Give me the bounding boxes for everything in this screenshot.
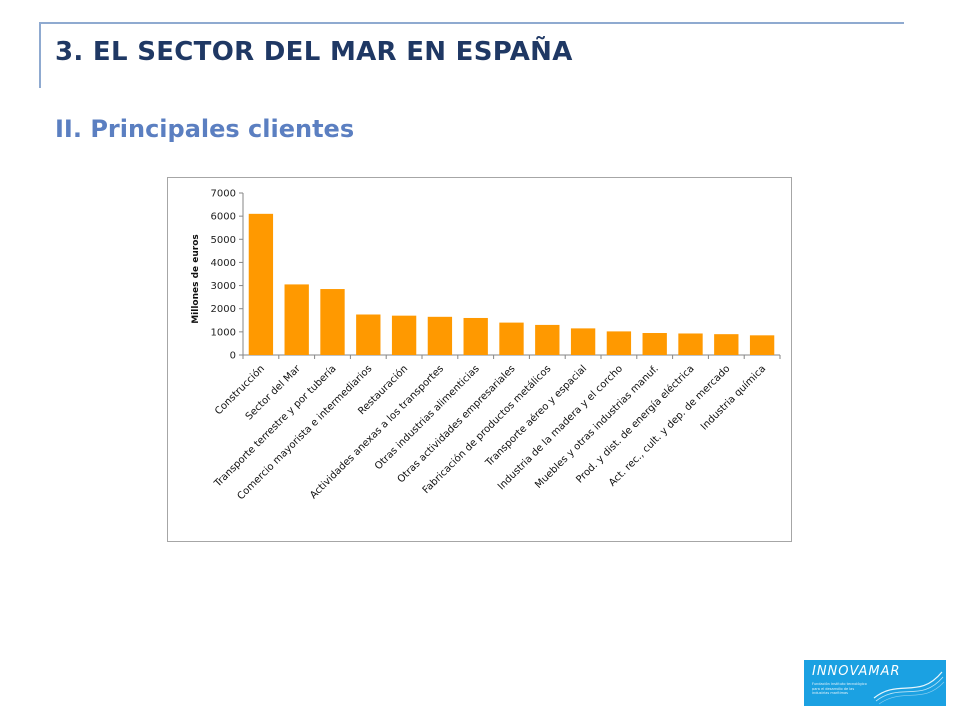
bar (284, 284, 309, 355)
bar (320, 289, 345, 355)
y-tick-label: 6000 (211, 212, 236, 223)
y-tick-label: 4000 (211, 258, 236, 269)
x-category-label: Industria química (698, 363, 768, 433)
bar (463, 317, 488, 355)
bar (606, 331, 632, 355)
bar (535, 324, 560, 355)
y-tick-label: 7000 (211, 189, 236, 200)
x-category-label: Actividades anexas a los transportes (308, 363, 446, 501)
y-axis-title: Millones de euros (191, 234, 201, 324)
y-tick-label: 1000 (211, 327, 236, 338)
title-rule (39, 22, 904, 24)
y-tick-label: 5000 (211, 235, 236, 246)
wave-icon (873, 671, 945, 705)
bar (356, 314, 381, 355)
logo-tagline: Fundación instituto tecnológico para el … (812, 682, 867, 695)
chart-frame: 0 1000 2000 3000 4000 5000 6000 7000 Millones de… (167, 177, 792, 542)
x-category-label: Industria de la madera y el corcho (496, 363, 625, 492)
bar (714, 334, 739, 355)
bar-chart: 0 1000 2000 3000 4000 5000 6000 7000 Millones de… (191, 189, 781, 502)
y-tick-label: 3000 (211, 281, 236, 292)
x-category-label: Transporte terrestre y por tubería (211, 363, 338, 490)
slide-title: 3. EL SECTOR DEL MAR EN ESPAÑA (55, 37, 573, 67)
bar (678, 333, 703, 355)
x-category-label: Fabricación de productos metálicos (420, 363, 553, 496)
slide-subtitle: II. Principales clientes (55, 115, 355, 143)
bar (391, 315, 417, 355)
logo-wordmark: INNOVAMAR (812, 664, 901, 679)
innovamar-logo: INNOVAMAR Fundación instituto tecnológic… (804, 660, 946, 706)
bar (499, 322, 524, 355)
bar (642, 333, 667, 355)
bar (749, 335, 775, 355)
bar (248, 213, 274, 355)
x-category-label: Comercio mayorista e intermediarios (235, 363, 374, 502)
y-tick-label: 2000 (211, 304, 236, 315)
y-tick-label: 0 (230, 351, 236, 362)
bar (570, 328, 596, 355)
title-frame (39, 22, 904, 88)
bar (427, 316, 453, 355)
